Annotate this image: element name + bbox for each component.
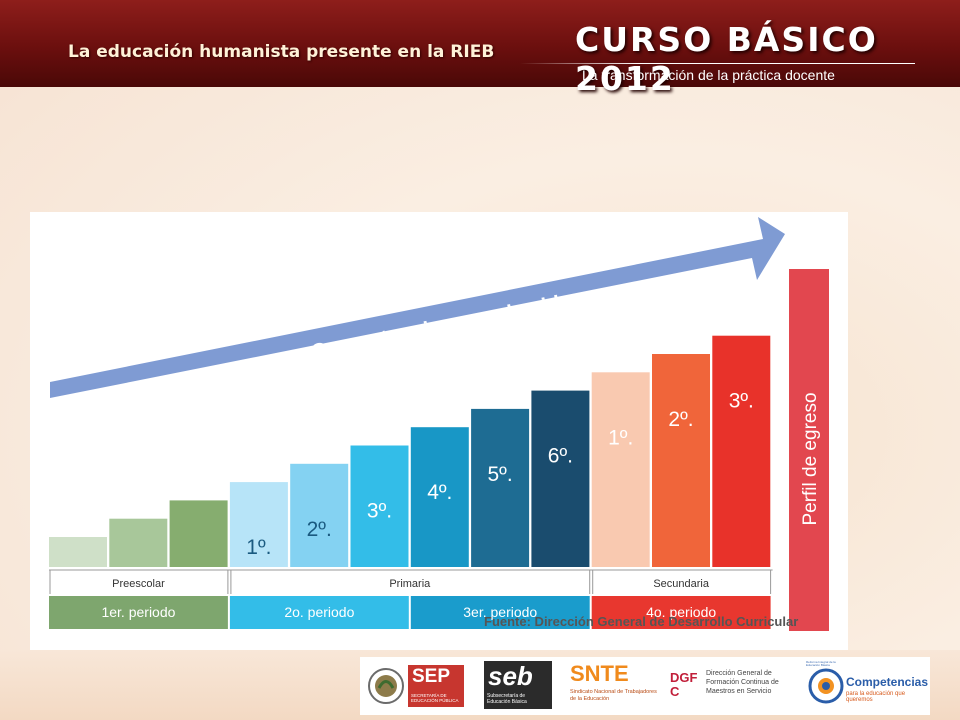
grade-label: 3º.: [367, 500, 392, 523]
period-label: 3er. periodo: [463, 604, 537, 620]
periods: 1er. periodo 2o. periodo 3er. periodo 4o. p…: [49, 596, 771, 629]
grade-label: 3º.: [729, 390, 754, 413]
snte-text: SNTE: [570, 661, 629, 686]
sep-text: SEP: [412, 666, 451, 687]
perfil-egreso-label: Perfil de egreso: [800, 392, 821, 525]
sep-subtext: SECRETARÍA DE EDUCACIÓN PÚBLICA: [411, 693, 459, 703]
grade-label: 2º.: [668, 408, 693, 431]
grade-bar: [169, 500, 228, 567]
seb-text: seb: [488, 661, 533, 691]
competencias-logo: Reforma Integral de la Educación Básica …: [806, 661, 928, 711]
period-label: 1er. periodo: [101, 604, 175, 620]
mexico-seal-icon: [368, 665, 464, 707]
sep-logo: SEP SECRETARÍA DE EDUCACIÓN PÚBLICA: [366, 661, 466, 711]
logos-strip: SEP SECRETARÍA DE EDUCACIÓN PÚBLICA seb …: [360, 657, 930, 715]
grade-bar: [471, 408, 530, 567]
competencias-subtext: para la educación que queremos: [846, 691, 906, 703]
grade-label: 5º.: [488, 463, 513, 486]
grade-bar: [109, 518, 168, 567]
header-banner: La educación humanista presente en la RI…: [0, 0, 960, 98]
grade-bars: 1º. 2º. 3º. 4º. 5º. 6º. 1º. 2º. 3º.: [49, 335, 771, 567]
competencias-diagram: Competencias para la vida 1º.2º.3º.4º.5º…: [49, 217, 829, 631]
grade-bar: [229, 482, 288, 567]
grade-bar: [712, 335, 771, 567]
dgfc-logo: DGFC Dirección General de Formación Cont…: [670, 665, 796, 709]
school-levels: Preescolar Primaria Secundaria: [49, 569, 773, 594]
seb-logo: seb Subsecretaría de Educación Básica: [484, 661, 552, 709]
competencias-ring-text: Reforma Integral de la Educación Básica: [806, 660, 836, 667]
period-band: [410, 596, 590, 629]
snte-logo: SNTE Sindicato Nacional de Trabajadores …: [570, 661, 660, 711]
grade-bar: [350, 445, 409, 567]
arrow-shape: [50, 217, 785, 398]
grade-bar: [49, 537, 107, 567]
slide-title: La educación humanista presente en la RI…: [68, 42, 495, 62]
period-label: 2o. periodo: [284, 604, 354, 620]
grade-bar: [591, 372, 650, 567]
course-brand: CURSO BÁSICO 2012: [575, 20, 878, 98]
seb-subtext: Subsecretaría de Educación Básica: [487, 693, 527, 705]
dgfc-text: DGFC: [670, 670, 698, 699]
grade-label: 6º.: [548, 445, 573, 468]
dgfc-subtext: Dirección General de Formación Continua …: [706, 670, 779, 695]
level-label: Primaria: [389, 578, 431, 590]
header-rule: [520, 63, 915, 64]
level-label: Secundaria: [653, 578, 710, 590]
course-subtitle: La transformación de la práctica docente: [582, 67, 835, 83]
period-band: [229, 596, 409, 629]
grade-label: 2º.: [307, 518, 332, 541]
competencias-ring-icon: [808, 668, 844, 704]
period-band: [49, 596, 228, 629]
grade-bar: [652, 354, 710, 567]
grade-bar: [410, 427, 469, 567]
grade-label: 1º.: [246, 536, 271, 559]
grade-label: 4º.: [427, 481, 452, 504]
period-band: [591, 596, 771, 629]
period-label: 4o. periodo: [646, 604, 716, 620]
snte-subtext: Sindicato Nacional de Trabajadores de la…: [570, 689, 657, 702]
source-note: Fuente: Dirección General de Desarrollo …: [484, 614, 798, 629]
perfil-egreso-bar: [789, 269, 829, 631]
perfil-egreso: Perfil de egreso: [789, 269, 829, 631]
grade-bar: [290, 463, 349, 567]
competencias-text: Competencias: [846, 675, 929, 689]
grade-label: 1º.: [608, 426, 633, 449]
level-label: Preescolar: [112, 578, 165, 590]
grade-bar: [531, 390, 590, 567]
